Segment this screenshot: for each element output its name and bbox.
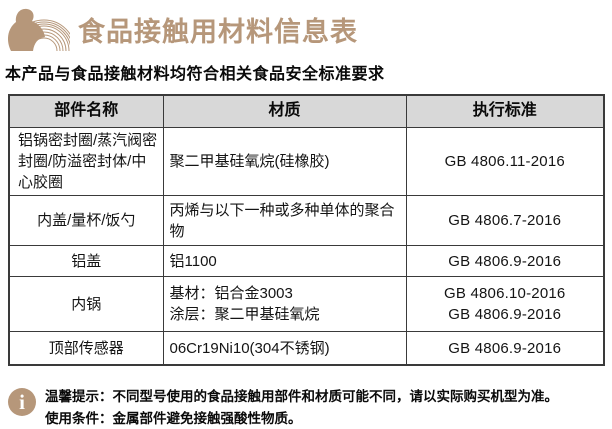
part-cell: 铝盖 [8, 245, 164, 277]
standard-cell: GB 4806.7-2016 [405, 195, 605, 246]
standard-cell: GB 4806.11-2016 [405, 127, 605, 196]
standard-cell: GB 4806.9-2016 [405, 245, 605, 277]
bear-arcs-logo-icon [8, 8, 70, 52]
part-cell: 顶部传感器 [8, 331, 164, 366]
materials-table: 部件名称 材质 执行标准 铝锅密封圈/蒸汽阀密封圈/防溢密封体/中心胶圈 聚二甲… [8, 94, 605, 366]
part-cell: 内盖/量杯/饭勺 [8, 195, 164, 246]
note-line-condition: 使用条件：金属部件避免接触强酸性物质。 [45, 410, 302, 426]
table-header-row: 部件名称 材质 执行标准 [8, 94, 605, 128]
table-row: 内盖/量杯/饭勺 丙烯与以下一种或多种单体的聚合物 GB 4806.7-2016 [8, 195, 605, 246]
part-cell: 内锅 [8, 276, 164, 332]
footer-note: i 温馨提示：不同型号使用的食品接触用部件和材质可能不同，请以实际购买机型为准。… [8, 386, 604, 429]
material-cell: 06Cr19Ni10(304不锈钢) [162, 331, 407, 366]
part-cell: 铝锅密封圈/蒸汽阀密封圈/防溢密封体/中心胶圈 [8, 127, 164, 196]
table-row: 铝盖 铝1100 GB 4806.9-2016 [8, 245, 605, 277]
note-line-tip: 温馨提示：不同型号使用的食品接触用部件和材质可能不同，请以实际购买机型为准。 [45, 389, 558, 404]
standard-cell: GB 4806.9-2016 [405, 331, 605, 366]
standard-cell: GB 4806.10-2016 GB 4806.9-2016 [405, 276, 605, 332]
table-row: 内锅 基材：铝合金3003 涂层：聚二甲基硅氧烷 GB 4806.10-2016… [8, 276, 605, 332]
material-cell: 基材：铝合金3003 涂层：聚二甲基硅氧烷 [162, 276, 407, 332]
material-cell: 铝1100 [162, 245, 407, 277]
compliance-statement: 本产品与食品接触材料均符合相关食品安全标准要求 [5, 66, 385, 83]
material-cell: 聚二甲基硅氧烷(硅橡胶) [162, 127, 407, 196]
page-title: 食品接触用材料信息表 [78, 16, 358, 47]
column-header-part: 部件名称 [8, 94, 164, 128]
table-row: 铝锅密封圈/蒸汽阀密封圈/防溢密封体/中心胶圈 聚二甲基硅氧烷(硅橡胶) GB … [8, 127, 605, 196]
column-header-standard: 执行标准 [405, 94, 605, 128]
page-header: 食品接触用材料信息表 [0, 0, 612, 54]
material-cell: 丙烯与以下一种或多种单体的聚合物 [162, 195, 407, 246]
note-text: 温馨提示：不同型号使用的食品接触用部件和材质可能不同，请以实际购买机型为准。 使… [45, 386, 558, 429]
column-header-material: 材质 [162, 94, 407, 128]
table-row: 顶部传感器 06Cr19Ni10(304不锈钢) GB 4806.9-2016 [8, 331, 605, 366]
info-icon: i [8, 388, 36, 416]
